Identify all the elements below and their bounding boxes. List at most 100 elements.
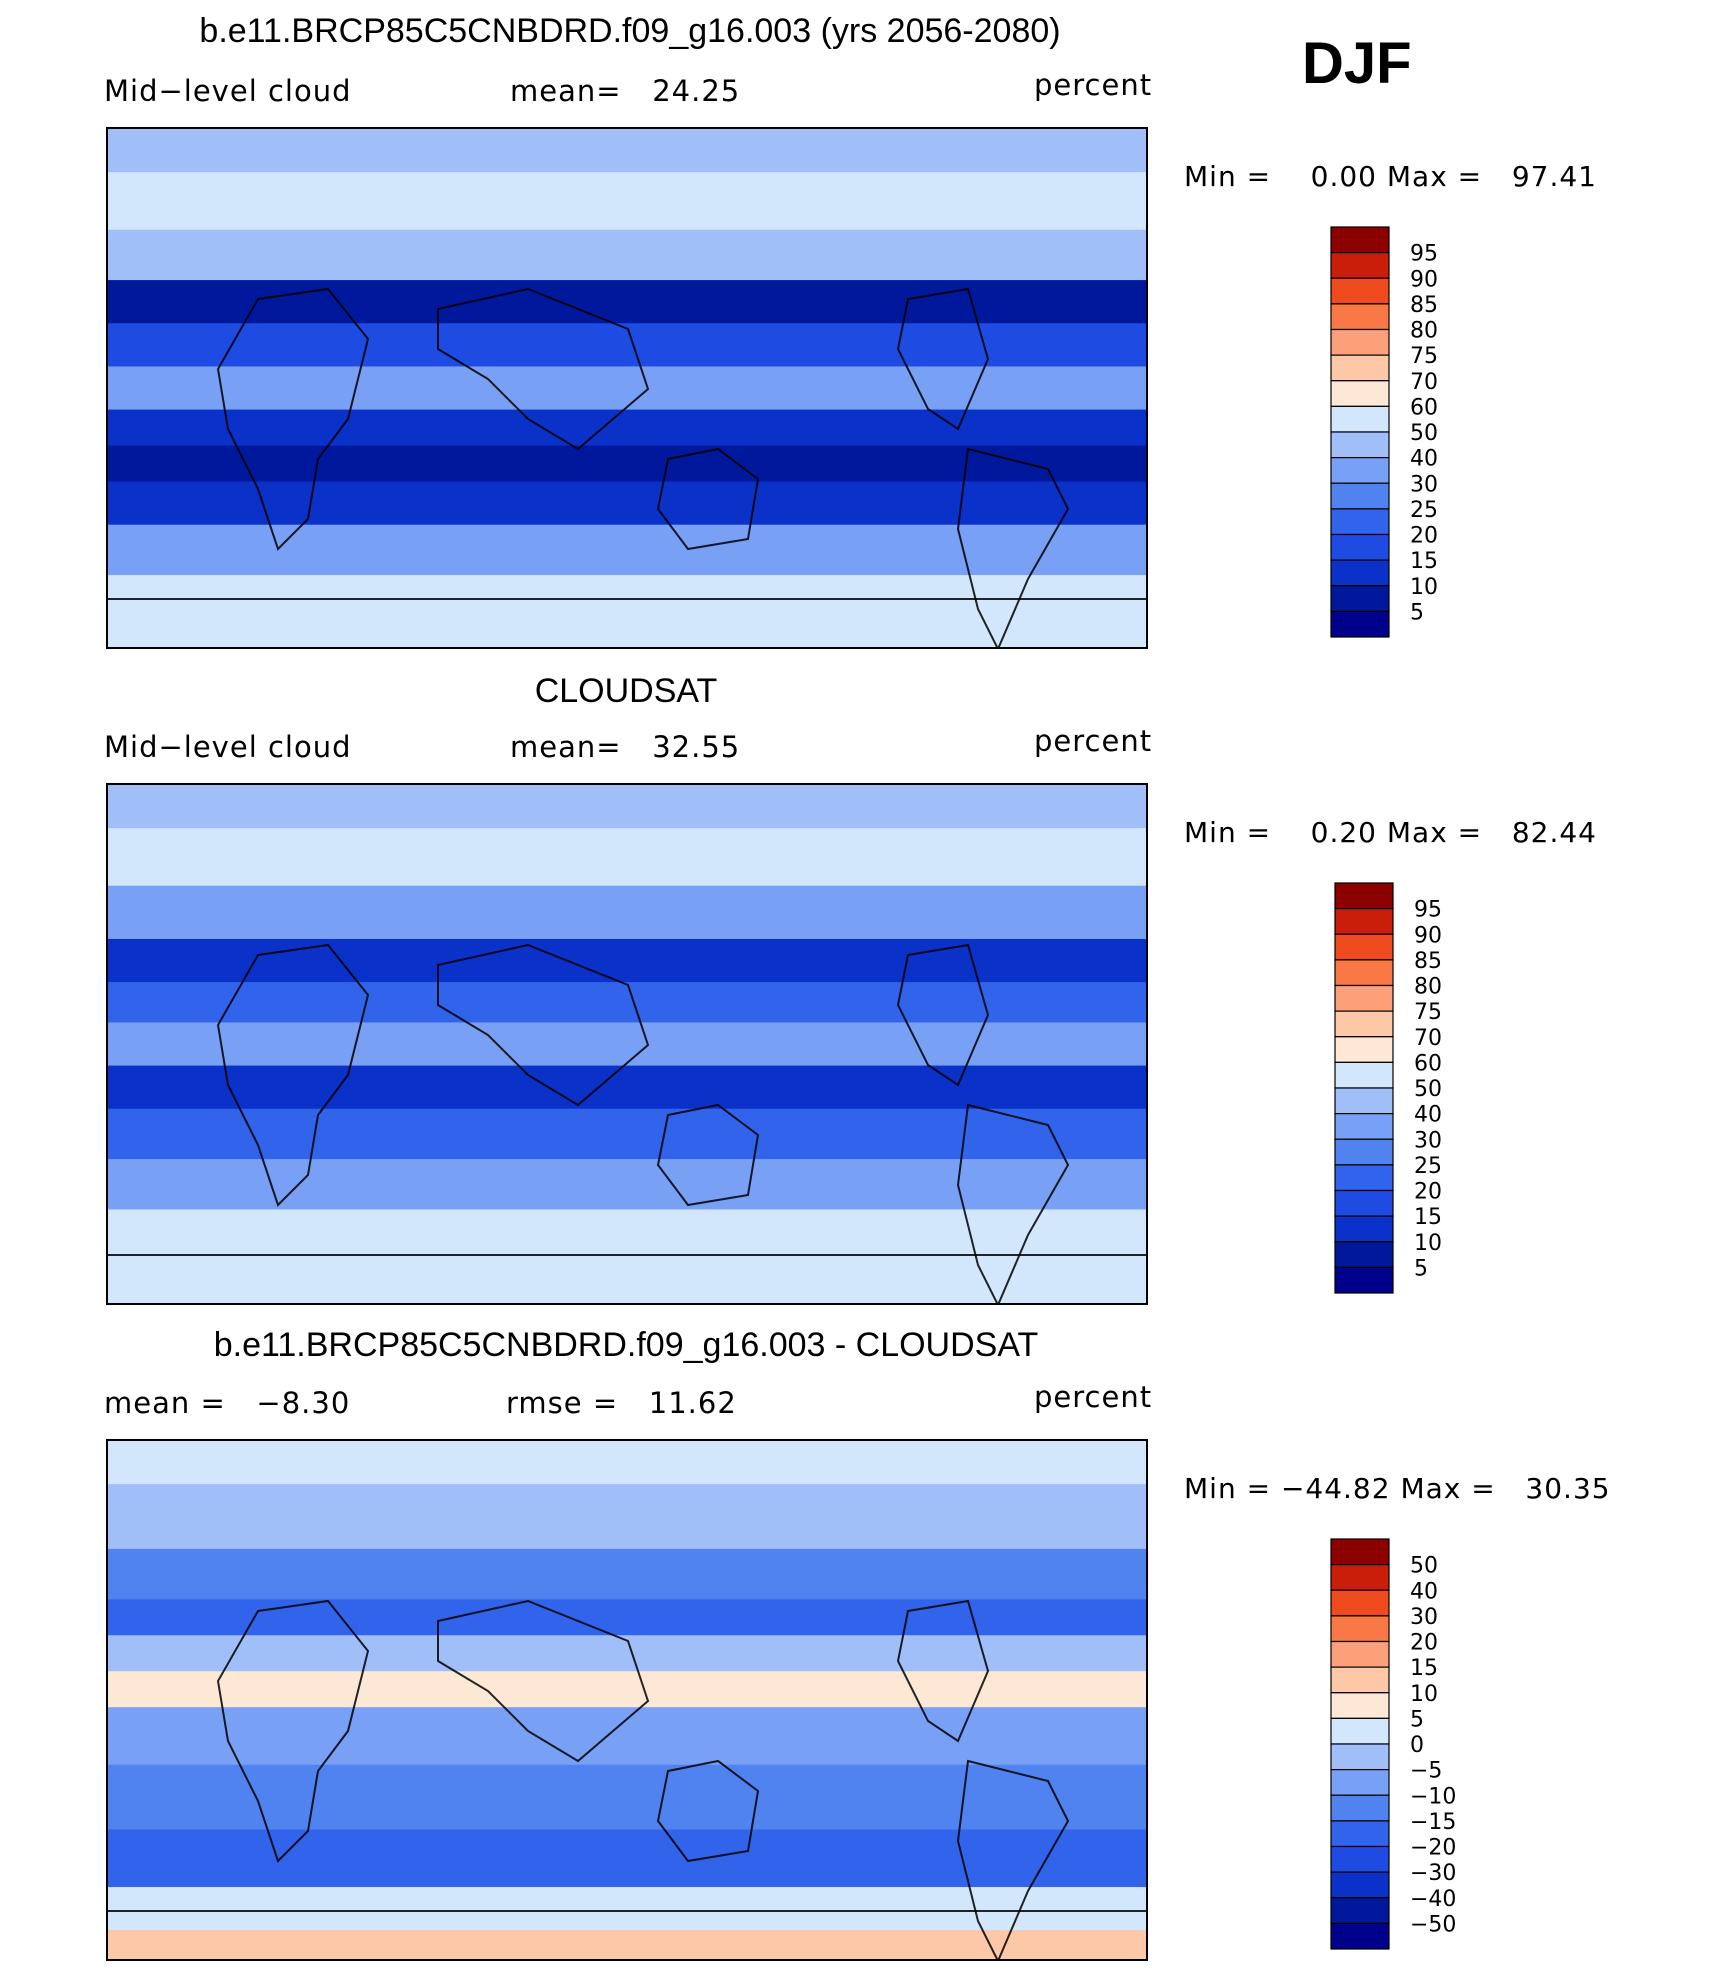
map-3-zone-band: [108, 1707, 1146, 1766]
map-3-zone-band: [108, 1548, 1146, 1601]
colorbar-2-swatch: [1334, 1164, 1394, 1192]
colorbar-2-tick-label: 20: [1414, 1180, 1442, 1205]
map-1-zone-band: [108, 323, 1146, 368]
colorbar-3-swatch: [1330, 1564, 1390, 1591]
map-1-zone-band: [108, 172, 1146, 231]
colorbar-1-tick-label: 20: [1410, 524, 1438, 549]
map-1-zone-band: [108, 280, 1146, 325]
panel-2-units: percent: [1034, 724, 1153, 758]
colorbar-3-swatch: [1330, 1922, 1390, 1950]
colorbar-1-swatch: [1330, 431, 1390, 459]
map-1-zone-band: [108, 366, 1146, 411]
colorbar-1-swatch: [1330, 277, 1390, 305]
map-1-zone-band: [108, 445, 1146, 483]
panel-2-mean-label: mean= 32.55: [510, 730, 741, 764]
colorbar-3-tick-label: −10: [1410, 1784, 1456, 1809]
colorbar-2-tick-label: 40: [1414, 1103, 1442, 1128]
panel-3-map: [106, 1439, 1148, 1961]
colorbar-3-tick-label: −50: [1410, 1912, 1456, 1937]
colorbar-3-swatch: [1330, 1666, 1390, 1694]
colorbar-2-swatch: [1334, 984, 1394, 1012]
colorbar-3-swatch: [1330, 1538, 1390, 1566]
colorbar-3-tick-label: −5: [1410, 1759, 1442, 1784]
colorbar-3-tick-label: 20: [1410, 1631, 1438, 1656]
colorbar-2-tick-label: 75: [1414, 1000, 1442, 1025]
colorbar-2-tick-label: 70: [1414, 1026, 1442, 1051]
colorbar-1-tick-label: 95: [1410, 242, 1438, 267]
colorbar-2-tick-label: 5: [1414, 1256, 1428, 1281]
panel-1-left-label: Mid−level cloud: [104, 74, 352, 108]
colorbar-2-swatch: [1334, 1036, 1394, 1063]
map-1-zone-band: [108, 409, 1146, 447]
colorbar-3-tick-label: 10: [1410, 1682, 1438, 1707]
panel-2-minmax: Min = 0.20 Max = 82.44: [1184, 816, 1597, 849]
map-3-zone-band: [108, 1887, 1146, 1932]
colorbar-2-tick-label: 15: [1414, 1205, 1442, 1230]
map-3-zone-band: [108, 1599, 1146, 1637]
coastline: [437, 287, 650, 451]
colorbar-2-swatch: [1334, 1241, 1394, 1268]
panel-2-left-label: Mid−level cloud: [104, 730, 352, 764]
map-1-zone-band: [108, 524, 1146, 577]
colorbar-1-swatch: [1330, 380, 1390, 407]
colorbar-3-tick-label: −15: [1410, 1810, 1456, 1835]
colorbar-2-swatch: [1334, 1087, 1394, 1115]
map-1-zone-band: [108, 129, 1146, 174]
colorbar-1-swatch: [1330, 482, 1390, 510]
panel-1-minmax: Min = 0.00 Max = 97.41: [1184, 160, 1597, 193]
colorbar-1-swatch: [1330, 533, 1390, 561]
colorbar-1-swatch: [1330, 354, 1390, 382]
colorbar-1-swatch: [1330, 585, 1390, 612]
colorbar-2-swatch: [1334, 1189, 1394, 1217]
colorbar-2-swatch: [1334, 1010, 1394, 1038]
colorbar-2-tick-label: 90: [1414, 923, 1442, 948]
coastline: [216, 287, 370, 551]
colorbar-1-tick-label: 75: [1410, 344, 1438, 369]
colorbar-3-swatch: [1330, 1897, 1390, 1924]
colorbar-3-swatch: [1330, 1871, 1390, 1899]
map-2-zone-band: [108, 885, 1146, 940]
coastline: [956, 447, 1070, 647]
colorbar-3-tick-label: 0: [1410, 1733, 1424, 1758]
colorbar-1-swatch: [1330, 508, 1390, 536]
colorbar-3-tick-label: 5: [1410, 1707, 1424, 1732]
map-2-zone-band: [108, 828, 1146, 887]
colorbar-1-tick-label: 30: [1410, 472, 1438, 497]
colorbar-1-swatch: [1330, 328, 1390, 356]
colorbar-1-tick-label: 50: [1410, 421, 1438, 446]
colorbar-3-swatch: [1330, 1717, 1390, 1745]
colorbar-2-swatch: [1334, 1113, 1394, 1140]
colorbar-1-swatch: [1330, 559, 1390, 587]
colorbar-1-swatch: [1330, 226, 1390, 254]
map-3-zone-band: [108, 1764, 1146, 1831]
coastline: [956, 1103, 1070, 1303]
map-2-zone-band: [108, 938, 1146, 984]
panel-3-units: percent: [1034, 1380, 1153, 1414]
coastline: [896, 287, 990, 431]
colorbar-2-tick-label: 30: [1414, 1128, 1442, 1153]
panel-3-minmax: Min = −44.82 Max = 30.35: [1184, 1472, 1611, 1505]
map-2-zone-band: [108, 1065, 1146, 1110]
coastline: [216, 943, 370, 1207]
colorbar-1-swatch: [1330, 405, 1390, 433]
map-1-zone-band: [108, 481, 1146, 526]
coastline: [896, 943, 990, 1087]
colorbar-2-swatch: [1334, 1138, 1394, 1166]
coastline: [216, 1599, 370, 1863]
colorbar-2-swatch: [1334, 1266, 1394, 1294]
panel-2-title: CLOUDSAT: [534, 672, 718, 710]
panel-2-field: [108, 785, 1146, 1303]
panel-1-mean-label: mean= 24.25: [510, 74, 741, 108]
coastline: [656, 1103, 760, 1207]
coastline: [956, 1759, 1070, 1959]
map-1-zone-band: [108, 229, 1146, 282]
colorbar-2-swatch: [1334, 908, 1394, 935]
colorbar-1-tick-label: 70: [1410, 370, 1438, 395]
colorbar-3-swatch: [1330, 1820, 1390, 1848]
colorbar-1-tick-label: 5: [1410, 600, 1424, 625]
panel-3-field: [108, 1441, 1146, 1959]
colorbar-2-tick-label: 25: [1414, 1154, 1442, 1179]
map-3-zone-band: [108, 1671, 1146, 1709]
panel-1-title: b.e11.BRCP85C5CNBDRD.f09_g16.003 (yrs 20…: [199, 12, 1061, 50]
colorbar-2-swatch: [1334, 1215, 1394, 1243]
